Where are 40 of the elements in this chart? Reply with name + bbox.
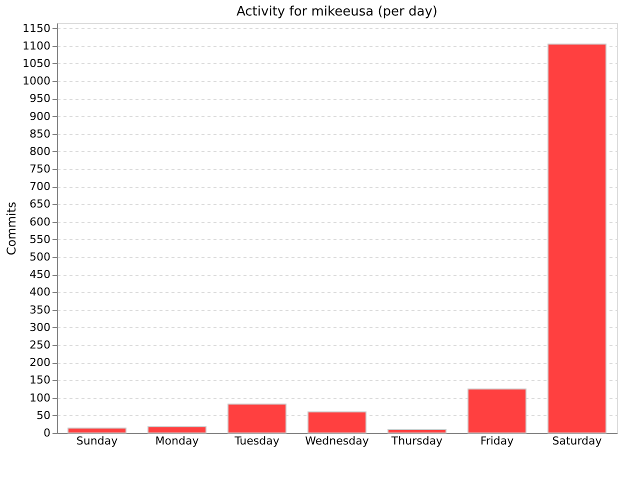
y-tick-label: 750 [30, 162, 50, 176]
x-tick-label: Friday [480, 434, 514, 448]
y-tick-label: 700 [30, 180, 50, 194]
y-tick-label: 0 [44, 426, 50, 440]
x-tick-label: Wednesday [305, 434, 370, 448]
y-tick-label: 550 [30, 232, 50, 246]
y-tick-label: 1100 [22, 39, 50, 52]
y-tick-label: 500 [30, 250, 50, 264]
x-tick-label: Monday [155, 434, 200, 448]
y-axis-title: Commits [4, 202, 19, 256]
bar [388, 428, 446, 434]
x-tick-label: Sunday [76, 434, 118, 448]
bar [148, 426, 206, 434]
bar [228, 404, 286, 434]
y-tick-label: 900 [30, 110, 50, 123]
x-tick-label: Tuesday [234, 434, 280, 448]
chart-title: Activity for mikeeusa (per day) [236, 4, 438, 20]
y-tick-label: 150 [30, 374, 50, 387]
y-tick-label: 1000 [22, 74, 50, 88]
y-tick-label: 250 [30, 338, 50, 352]
y-tick-label: 1050 [22, 56, 50, 70]
y-tick-label: 50 [36, 408, 50, 422]
bar [468, 388, 526, 434]
y-tick-label: 800 [30, 144, 50, 158]
y-tick-label: 200 [30, 356, 50, 370]
bar [68, 428, 126, 434]
y-tick-label: 450 [30, 268, 50, 282]
y-tick-label: 600 [30, 215, 50, 228]
y-tick-label: 850 [30, 127, 50, 140]
y-tick-label: 1150 [22, 22, 50, 35]
y-tick-label: 350 [30, 303, 50, 316]
y-tick-label: 650 [30, 198, 50, 211]
y-tick-label: 400 [30, 286, 50, 299]
y-tick-label: 300 [30, 320, 50, 334]
x-tick-label: Saturday [552, 434, 602, 448]
bar [548, 44, 606, 434]
x-tick-label: Thursday [390, 434, 444, 448]
y-tick-label: 100 [30, 391, 50, 404]
bar [308, 411, 366, 434]
y-tick-label: 950 [30, 92, 50, 106]
